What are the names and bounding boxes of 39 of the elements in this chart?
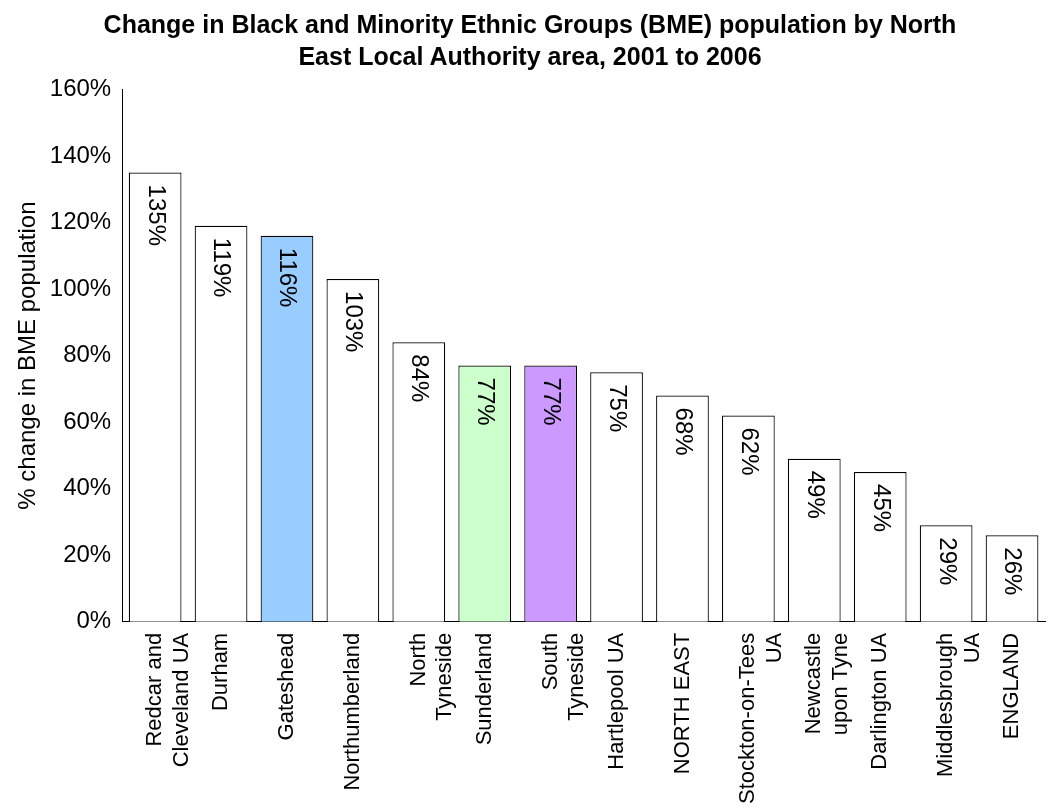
- data-label: 77%: [539, 377, 567, 426]
- x-tick-label: Durham: [207, 632, 233, 712]
- data-label: 45%: [868, 484, 896, 533]
- data-label: 103%: [341, 291, 369, 353]
- y-axis-title: % change in BME population: [13, 201, 41, 510]
- data-label: 62%: [736, 427, 764, 476]
- y-tick-label: 20%: [63, 539, 112, 567]
- y-tick-label: 40%: [63, 473, 112, 501]
- x-tick-label: Stockton-on-Tees UA: [734, 632, 786, 804]
- data-label: 135%: [143, 184, 171, 246]
- x-tick-label: Redcar and Cleveland UA: [141, 632, 193, 768]
- y-tick-label: 80%: [63, 340, 112, 368]
- x-tick-label: South Tyneside: [536, 632, 589, 721]
- x-tick-label: Middlesbrough UA: [932, 632, 984, 778]
- y-tick-label: 140%: [49, 140, 112, 168]
- x-tick-label: Northumberland: [338, 632, 364, 791]
- data-label: 68%: [670, 407, 698, 456]
- data-label: 84%: [407, 354, 435, 403]
- x-tick-label: ENGLAND: [998, 632, 1024, 740]
- x-tick-label: North Tyneside: [404, 632, 457, 721]
- x-tick-label: Hartlepool UA: [602, 632, 628, 770]
- x-tick-label: NORTH EAST: [668, 632, 694, 775]
- chart-title: Change in Black and Minority Ethnic Groups (BME) population by North East Local Authority area, 2001 to 2006: [102, 9, 958, 72]
- y-tick-label: 120%: [49, 207, 112, 235]
- data-label: 26%: [1000, 547, 1028, 596]
- x-tick-label: Gateshead: [273, 632, 299, 741]
- data-label: 77%: [473, 377, 501, 426]
- data-label: 75%: [604, 384, 632, 433]
- data-label: 49%: [802, 470, 830, 519]
- data-label: 116%: [275, 247, 303, 308]
- data-label: 29%: [934, 537, 962, 586]
- y-tick-label: 0%: [76, 606, 112, 634]
- data-label: 119%: [209, 237, 237, 298]
- y-tick-label: 100%: [49, 273, 112, 301]
- x-tick-label: Sunderland: [470, 632, 496, 746]
- y-tick-label: 60%: [63, 406, 112, 434]
- x-tick-label: Newcastle upon Tyne: [800, 632, 852, 736]
- y-tick-label: 160%: [49, 74, 112, 102]
- x-tick-label: Darlington UA: [866, 632, 892, 770]
